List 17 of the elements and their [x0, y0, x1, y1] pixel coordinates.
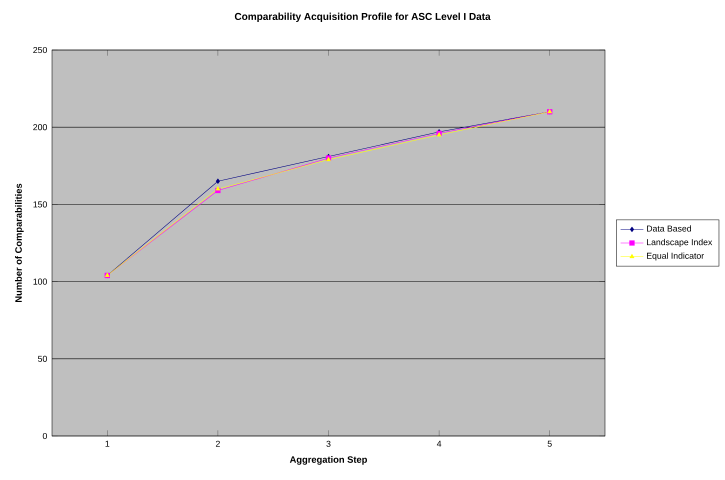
- legend-label: Data Based: [647, 225, 692, 232]
- y-axis-title: Number of Comparabilities: [14, 184, 24, 302]
- x-tick-label: 4: [436, 440, 442, 447]
- x-tick-label: 1: [106, 440, 110, 447]
- y-tick-label: 150: [34, 201, 47, 208]
- x-tick-label: 2: [216, 440, 220, 447]
- chart-title: Comparability Acquisition Profile for ASC Level I Data: [234, 12, 491, 22]
- y-tick-label: 100: [34, 278, 47, 285]
- x-tick-label: 3: [326, 440, 331, 447]
- y-tick-label: 0: [42, 432, 47, 440]
- legend-label: Landscape Index: [647, 238, 712, 247]
- legend-label: Equal Indicator: [647, 252, 704, 261]
- x-tick-label: 5: [548, 440, 552, 447]
- y-tick-label: 250: [33, 46, 47, 54]
- y-tick-label: 50: [38, 356, 47, 362]
- y-tick-label: 200: [33, 124, 47, 130]
- x-axis-title: Aggregation Step: [290, 456, 367, 465]
